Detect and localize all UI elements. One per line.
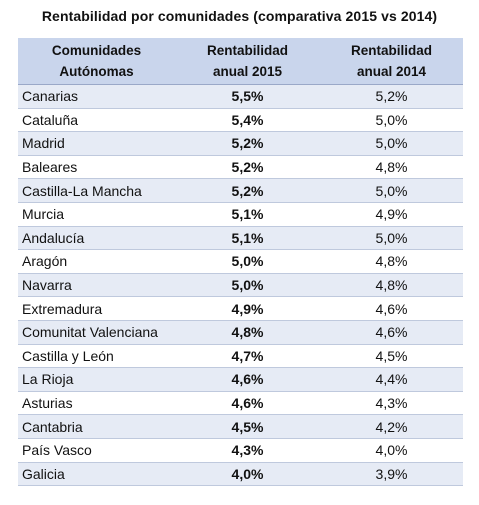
table-row: Murcia 5,1% 4,9% [18,201,463,227]
value-2014-cell: 5,0% [320,225,463,250]
value-2015-cell: 4,6% [175,390,320,415]
value-2015-cell: 4,7% [175,343,320,368]
value-2015-cell: 4,0% [175,461,320,487]
header-2014: Rentabilidad anual 2014 [320,38,463,85]
value-2014-cell: 4,5% [320,343,463,368]
table-row: Castilla y León 4,7% 4,5% [18,343,463,368]
region-cell: Asturias [18,390,175,415]
value-2015-cell: 5,5% [175,84,320,109]
value-2014-cell: 5,0% [320,178,463,203]
region-cell: País Vasco [18,437,175,462]
table-row: Galicia 4,0% 3,9% [18,461,463,487]
table-row: Andalucía 5,1% 5,0% [18,225,463,250]
header-2014-line2: anual 2014 [356,64,427,79]
table-row: Cantabria 4,5% 4,2% [18,414,463,439]
table-row: Baleares 5,2% 4,8% [18,154,463,179]
table-row: Madrid 5,2% 5,0% [18,131,463,156]
value-2015-cell: 5,2% [175,131,320,156]
table-title: Rentabilidad por comunidades (comparativ… [41,8,438,24]
region-cell: Galicia [18,461,175,487]
table-header: Comunidades Autónomas Rentabilidad anual… [18,38,463,85]
region-cell: Aragón [18,249,175,274]
value-2015-cell: 5,0% [175,249,320,274]
value-2015-cell: 5,2% [175,178,320,203]
table-row: Asturias 4,6% 4,3% [18,390,463,415]
value-2014-cell: 5,0% [320,131,463,156]
value-2014-cell: 5,2% [320,84,463,109]
value-2015-cell: 5,4% [175,107,320,132]
value-2014-cell: 5,0% [320,107,463,132]
value-2015-cell: 4,8% [175,319,320,345]
region-cell: Andalucía [18,225,175,250]
value-2015-cell: 4,6% [175,367,320,392]
value-2015-cell: 5,1% [175,201,320,227]
region-cell: Cataluña [18,107,175,132]
region-cell: Comunitat Valenciana [18,319,175,345]
region-cell: Cantabria [18,414,175,439]
region-cell: Baleares [18,154,175,179]
region-cell: Canarias [18,84,175,109]
region-cell: Navarra [18,272,175,297]
value-2015-cell: 4,5% [175,414,320,439]
value-2014-cell: 4,8% [320,249,463,274]
value-2014-cell: 4,6% [320,296,463,321]
header-region-line2: Autónomas [59,64,134,79]
region-cell: Madrid [18,131,175,156]
table-row: Canarias 5,5% 5,2% [18,84,463,109]
value-2015-cell: 4,9% [175,296,320,321]
profitability-table: Comunidades Autónomas Rentabilidad anual… [18,38,463,487]
region-cell: La Rioja [18,367,175,392]
region-cell: Castilla y León [18,343,175,368]
table-row: Navarra 5,0% 4,8% [18,272,463,297]
region-cell: Extremadura [18,296,175,321]
table-row: La Rioja 4,6% 4,4% [18,367,463,392]
header-row: Comunidades Autónomas Rentabilidad anual… [18,38,463,85]
value-2014-cell: 4,3% [320,390,463,415]
value-2014-cell: 4,8% [320,154,463,179]
header-2015: Rentabilidad anual 2015 [175,38,320,85]
value-2015-cell: 5,1% [175,225,320,250]
table-row: Castilla-La Mancha 5,2% 5,0% [18,178,463,203]
region-cell: Castilla-La Mancha [18,178,175,203]
value-2015-cell: 5,2% [175,154,320,179]
region-cell: Murcia [18,201,175,227]
value-2015-cell: 5,0% [175,272,320,297]
value-2015-cell: 4,3% [175,437,320,462]
value-2014-cell: 4,2% [320,414,463,439]
table-body: Canarias 5,5% 5,2% Cataluña 5,4% 5,0% Madrid… [18,84,463,487]
value-2014-cell: 4,8% [320,272,463,297]
value-2014-cell: 4,6% [320,319,463,345]
value-2014-cell: 4,9% [320,201,463,227]
table-row: Extremadura 4,9% 4,6% [18,296,463,321]
value-2014-cell: 4,0% [320,437,463,462]
header-2015-line1: Rentabilidad [206,43,288,58]
header-region: Comunidades Autónomas [18,38,175,85]
value-2014-cell: 4,4% [320,367,463,392]
table-row: Comunitat Valenciana 4,8% 4,6% [18,319,463,345]
header-2014-line1: Rentabilidad [350,43,432,58]
header-region-line1: Comunidades [51,43,142,58]
table-row: Cataluña 5,4% 5,0% [18,107,463,132]
table-row: Aragón 5,0% 4,8% [18,249,463,274]
header-2015-line2: anual 2015 [212,64,283,79]
value-2014-cell: 3,9% [320,461,463,487]
table-row: País Vasco 4,3% 4,0% [18,437,463,462]
